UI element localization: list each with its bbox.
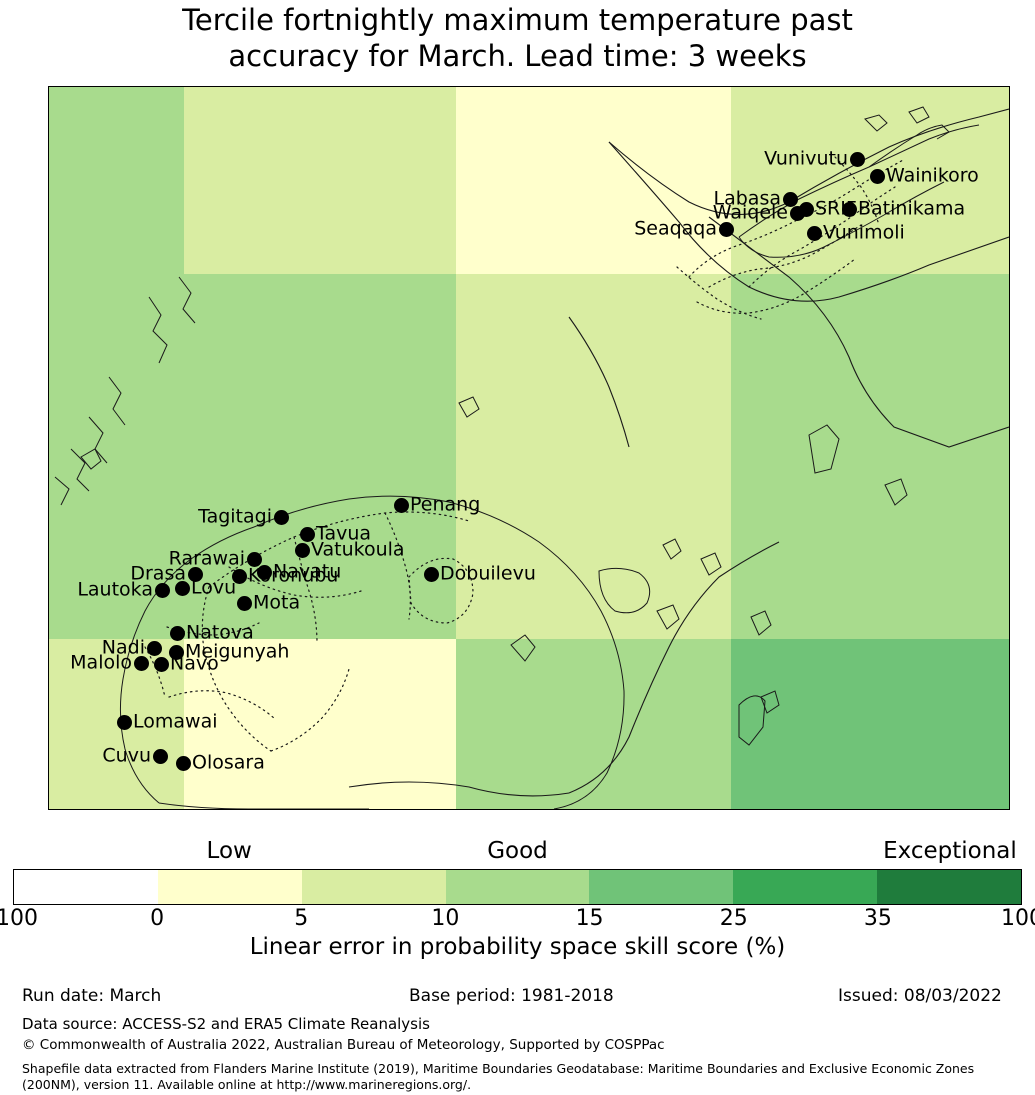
station-label: Koronubu — [248, 564, 339, 587]
page-title: Tercile fortnightly maximum temperature … — [0, 2, 1035, 74]
station-marker — [849, 151, 865, 167]
station-marker — [294, 542, 310, 558]
station-marker — [869, 168, 885, 184]
colorbar-tick-label: 5 — [294, 906, 309, 931]
station-marker — [782, 191, 798, 207]
colorbar-tick-label: 10 — [431, 906, 460, 931]
station-marker — [299, 526, 315, 542]
station-label: Drasa — [130, 562, 186, 585]
station-marker — [718, 221, 734, 237]
station-label: Navatu — [273, 560, 342, 583]
raster-cell — [184, 274, 456, 456]
footer: Run date: March Base period: 1981-2018 I… — [0, 985, 1035, 1095]
colorbar-segment — [14, 870, 158, 904]
station-marker — [393, 497, 409, 513]
station-marker — [256, 564, 272, 580]
copyright-text: © Commonwealth of Australia 2022, Austra… — [22, 1037, 665, 1053]
station-label: Lautoka — [77, 578, 153, 601]
station-label: Dobuilevu — [440, 562, 536, 585]
station-marker — [154, 582, 170, 598]
colorbar-segment — [589, 870, 734, 904]
station-marker — [146, 640, 162, 656]
station-marker — [174, 580, 190, 596]
station-marker — [423, 566, 439, 582]
station-label: Vunivutu — [764, 147, 848, 170]
station-label: Navo — [170, 652, 219, 675]
station-marker — [168, 644, 184, 660]
station-label: Cuvu — [102, 744, 151, 767]
station-marker — [236, 595, 252, 611]
station-marker — [169, 625, 185, 641]
data-source-text: Data source: ACCESS-S2 and ERA5 Climate … — [22, 1015, 430, 1033]
station-marker — [798, 201, 814, 217]
run-date-text: Run date: March — [22, 986, 162, 1006]
station-marker — [231, 568, 247, 584]
colorbar-axis-title: Linear error in probability space skill … — [249, 934, 786, 960]
station-marker — [153, 656, 169, 672]
colorbar-segment — [301, 870, 446, 904]
station-label: Rarawai — [168, 547, 245, 570]
colorbar-segment — [445, 870, 590, 904]
colorbar-category-label: Good — [487, 838, 548, 864]
colorbar-tick-label: 100 — [1001, 906, 1035, 931]
skill-score-map: Vunivutu Wainikoro Labasa Waiqele SRIF Batini… — [48, 86, 1010, 810]
colorbar: Low Good Exceptional -100 0 5 10 15 25 35 100 Lin… — [0, 838, 1035, 960]
page-title-line-2: accuracy for March. Lead time: 3 weeks — [228, 39, 807, 73]
shapefile-note-text: Shapefile data extracted from Flanders M… — [22, 1061, 975, 1092]
colorbar-category-label: Exceptional — [883, 838, 1017, 864]
issued-date-text: Issued: 08/03/2022 — [838, 986, 1002, 1006]
station-label: Batinikama — [858, 197, 966, 220]
station-label: Mota — [253, 591, 301, 614]
colorbar-tick-label: 25 — [719, 906, 748, 931]
colorbar-segment — [733, 870, 878, 904]
station-label: Meigunyah — [185, 640, 290, 663]
station-label: Tagitagi — [198, 505, 272, 528]
colorbar-segment — [877, 870, 1022, 904]
colorbar-tick-label: 15 — [575, 906, 604, 931]
station-label: Vatukoula — [311, 538, 405, 561]
station-label: Labasa — [713, 187, 781, 210]
colorbar-category-labels: Low Good Exceptional — [13, 838, 1022, 868]
station-label: Natova — [186, 621, 254, 644]
station-label: Malolo — [70, 651, 132, 674]
station-marker — [152, 748, 168, 764]
raster-cell — [184, 87, 456, 274]
station-label: Vunimoli — [823, 221, 905, 244]
station-marker-layer: Vunivutu Wainikoro Labasa Waiqele SRIF Batini… — [49, 87, 1009, 809]
colorbar-tick-labels: -100 0 5 10 15 25 35 100 — [0, 906, 1035, 933]
station-label: Nadi — [101, 636, 145, 659]
raster-cell — [49, 87, 184, 274]
station-marker — [175, 755, 191, 771]
colorbar-tick-label: -100 — [0, 906, 38, 931]
colorbar-tick-label: 35 — [863, 906, 892, 931]
station-label: Lomawai — [133, 710, 218, 733]
station-marker — [273, 509, 289, 525]
station-marker — [187, 566, 203, 582]
station-label: Tavua — [316, 522, 372, 545]
station-marker — [246, 551, 262, 567]
station-label: Waiqele — [712, 201, 788, 224]
station-label: Olosara — [192, 751, 265, 774]
station-label: Lovu — [191, 576, 237, 599]
colorbar-strip — [13, 869, 1022, 905]
station-marker — [133, 655, 149, 671]
colorbar-category-label: Low — [206, 838, 252, 864]
station-label: Seaqaqa — [634, 217, 717, 240]
colorbar-tick-label: 0 — [150, 906, 165, 931]
base-period-text: Base period: 1981-2018 — [409, 986, 614, 1006]
station-marker — [806, 225, 822, 241]
station-marker — [841, 201, 857, 217]
station-label: Penang — [410, 493, 481, 516]
station-marker — [116, 714, 132, 730]
page-title-line-1: Tercile fortnightly maximum temperature … — [182, 3, 853, 37]
station-label: Wainikoro — [886, 164, 979, 187]
colorbar-segment — [157, 870, 302, 904]
